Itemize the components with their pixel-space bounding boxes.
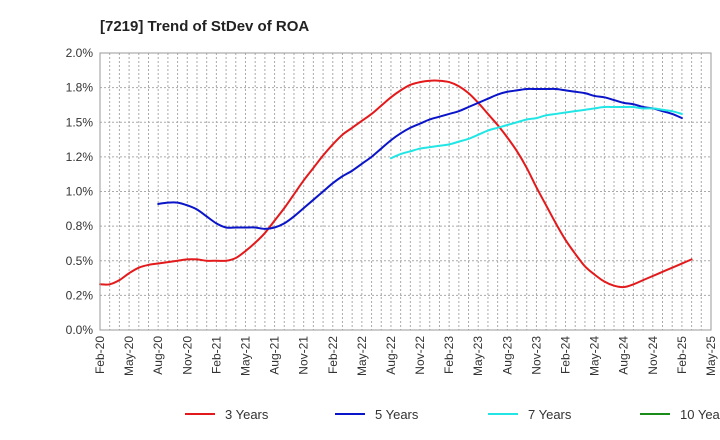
grid	[100, 53, 711, 330]
x-tick-label: May-23	[471, 336, 485, 376]
x-tick-label: Nov-22	[413, 336, 427, 375]
x-tick-label: Feb-21	[209, 336, 223, 374]
x-tick-label: Nov-23	[529, 336, 543, 375]
legend-label: 5 Years	[375, 407, 419, 422]
x-tick-label: Feb-24	[559, 336, 573, 374]
series-line-3-years	[99, 79, 693, 289]
y-tick-label: 2.0%	[66, 46, 94, 60]
legend: 3 Years 5 Years 7 Years 10 Years	[185, 407, 720, 422]
x-tick-label: Feb-22	[326, 336, 340, 374]
x-tick-label: May-25	[704, 336, 718, 376]
x-tick-label: Aug-24	[617, 336, 631, 375]
x-tick-label: May-24	[588, 336, 602, 376]
y-tick-label: 0.0%	[66, 323, 94, 337]
legend-label: 10 Years	[680, 407, 720, 422]
y-tick-label: 0.2%	[66, 288, 94, 302]
x-tick-label: Nov-20	[180, 336, 194, 375]
legend-label: 3 Years	[225, 407, 269, 422]
y-axis-ticks: 0.0% 0.2% 0.5% 0.8% 1.0% 1.2% 1.5% 1.8% 2.0%	[66, 46, 94, 337]
y-tick-label: 1.5%	[66, 115, 94, 129]
x-tick-label: Aug-21	[268, 336, 282, 375]
x-tick-label: Aug-20	[151, 336, 165, 375]
x-tick-label: Feb-23	[442, 336, 456, 374]
x-tick-label: May-20	[122, 336, 136, 376]
y-tick-label: 1.2%	[66, 150, 94, 164]
series-line-7-years	[389, 105, 683, 160]
legend-label: 7 Years	[528, 407, 572, 422]
x-tick-label: Feb-25	[675, 336, 689, 374]
x-tick-label: Nov-24	[646, 336, 660, 375]
plot-frame	[99, 52, 712, 331]
x-tick-label: Feb-20	[93, 336, 107, 374]
x-tick-label: May-21	[238, 336, 252, 376]
chart-title: [7219] Trend of StDev of ROA	[100, 18, 309, 35]
x-tick-label: May-22	[355, 336, 369, 376]
y-tick-label: 0.8%	[66, 219, 94, 233]
y-tick-label: 1.0%	[66, 185, 94, 199]
x-tick-label: Nov-21	[297, 336, 311, 375]
y-tick-label: 1.8%	[66, 81, 94, 95]
x-tick-label: Aug-23	[500, 336, 514, 375]
x-tick-label: Aug-22	[384, 336, 398, 375]
series-line-5-years	[157, 87, 683, 230]
y-tick-label: 0.5%	[66, 254, 94, 268]
series-lines	[99, 79, 693, 289]
x-axis-ticks: Feb-20 May-20 Aug-20 Nov-20 Feb-21 May-21 Aug-…	[93, 336, 718, 376]
